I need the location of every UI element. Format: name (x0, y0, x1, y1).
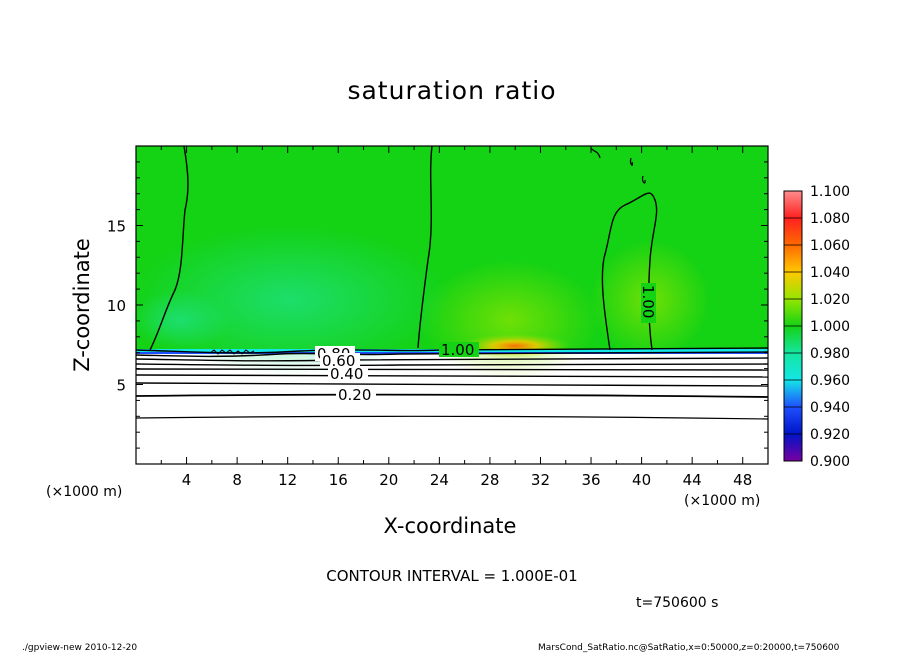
colorbar-label: 1.100 (810, 184, 850, 200)
y-tick-label: 5 (116, 377, 126, 395)
colorbar-label: 0.920 (810, 427, 850, 443)
colorbar-label: 0.960 (810, 373, 850, 389)
contour-line-1-00 (601, 192, 658, 351)
colorbar-segment (784, 407, 802, 434)
x-tick-label: 4 (182, 471, 192, 489)
x-tick-label: 20 (379, 471, 398, 489)
colorbar-segment (784, 299, 802, 326)
contour-line-0-50 (135, 368, 769, 371)
contour-label: 1.00 (639, 285, 657, 318)
colorbar-label: 0.940 (810, 400, 850, 416)
time-label: t=750600 s (636, 595, 719, 611)
colorbar-label: 1.020 (810, 292, 850, 308)
colorbar-segment (784, 191, 802, 218)
contour-label: 0.20 (338, 386, 371, 404)
contour-interval-label: CONTOUR INTERVAL = 1.000E-01 (326, 567, 578, 585)
contour-line-1-00 (439, 347, 769, 351)
contour-line-0-90 (135, 349, 441, 354)
colorbar-segment (784, 245, 802, 272)
contour-label-bg (439, 342, 479, 357)
colorbar-label: 1.040 (810, 265, 850, 281)
x-tick-label: 28 (480, 471, 499, 489)
colorbar-label: 1.080 (810, 211, 850, 227)
contour-label-bg (336, 387, 376, 402)
colorbar-segment (784, 218, 802, 245)
x-axis-ticks: 4 8 12 16 20 24 28 32 36 40 44 48 (160, 146, 752, 489)
z-unit-label: (×1000 m) (46, 484, 123, 500)
chart-title: saturation ratio (347, 76, 557, 105)
colorbar-label: 0.900 (810, 454, 850, 470)
x-tick-label: 12 (278, 471, 297, 489)
x-axis-label: X-coordinate (383, 514, 517, 538)
colorbar-frame (783, 190, 803, 462)
contour-line-0-80 (135, 351, 769, 358)
colorbar-label: 0.980 (810, 346, 850, 362)
colorbar-segment (784, 326, 802, 353)
contour-line-0-20 (135, 393, 769, 398)
contour-label: 1.00 (441, 341, 474, 359)
y-tick-label: 15 (107, 218, 126, 236)
colorbar-label: 1.000 (810, 319, 850, 335)
contour-line-0-40 (135, 374, 769, 378)
y-tick-label: 10 (107, 297, 126, 315)
x-tick-label: 40 (632, 471, 651, 489)
contour-line-1-00 (417, 145, 433, 349)
x-tick-label: 36 (581, 471, 600, 489)
colorbar-label: 1.060 (810, 238, 850, 254)
contour-labels: 1.001.000.800.600.400.20 (315, 283, 657, 404)
x-tick-label: 32 (531, 471, 550, 489)
contour-label-bg (641, 283, 656, 323)
colorbar-segment (784, 380, 802, 407)
field-subsaturated-patch (130, 290, 230, 350)
x-tick-label: 44 (683, 471, 702, 489)
x-tick-label: 24 (430, 471, 449, 489)
x-tick-label: 8 (232, 471, 242, 489)
x-tick-label: 16 (329, 471, 348, 489)
x-unit-label: (×1000 m) (684, 493, 761, 509)
contour-label: 0.40 (330, 365, 363, 383)
x-tick-label: 48 (733, 471, 752, 489)
colorbar: 1.100 1.080 1.060 1.040 1.020 1.000 0.980 0.960… (783, 184, 850, 470)
colorbar-segment (784, 434, 802, 461)
colorbar-segment (784, 272, 802, 299)
footer-right-text: MarsCond_SatRatio.nc@SatRatio,x=0:50000,… (538, 643, 840, 653)
field-supersaturated-patch (420, 260, 600, 380)
y-axis-ticks: 5 10 15 (107, 161, 768, 449)
contour-label-bg (328, 366, 368, 381)
contour-line-0-60 (135, 363, 769, 367)
contour-line-1-00 (149, 145, 189, 351)
contour-label-bg (320, 353, 360, 368)
footer-left-text: ./gpview-new 2010-12-20 (22, 643, 138, 653)
contour-line-1-00 (590, 147, 646, 184)
saturation-field (130, 146, 768, 464)
contour-line-0-10 (135, 415, 769, 420)
contour-line-0-30 (135, 382, 769, 387)
contour-noise (209, 349, 255, 355)
colorbar-segment (784, 353, 802, 380)
contour-lines (135, 145, 769, 420)
contour-label: 0.60 (322, 352, 355, 370)
